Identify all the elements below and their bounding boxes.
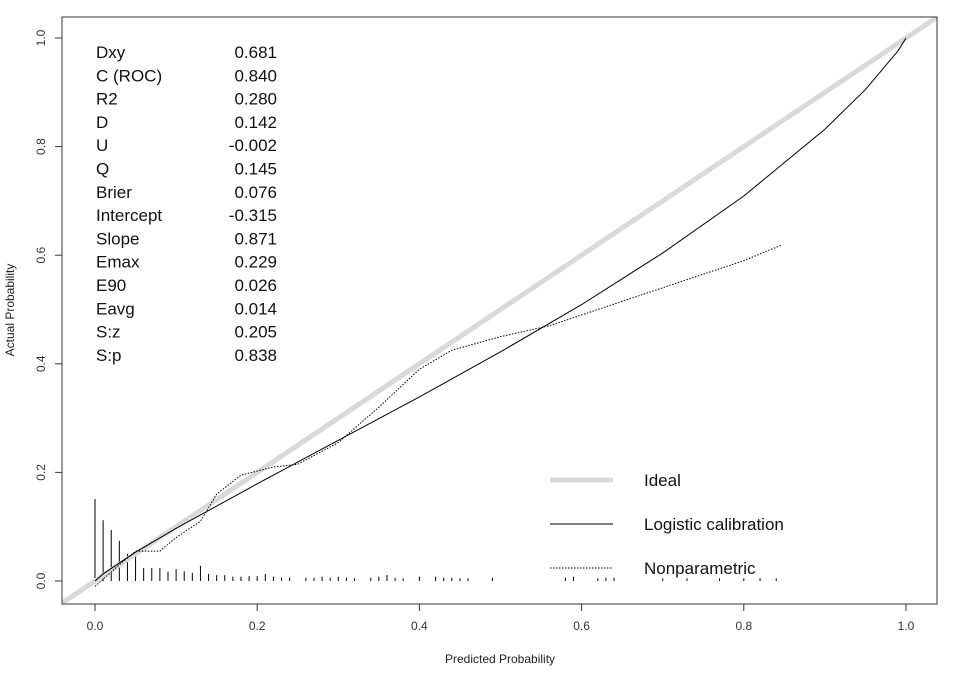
- stat-label: Brier: [96, 183, 132, 202]
- stat-label: Dxy: [96, 43, 126, 62]
- stat-label: S:p: [96, 346, 122, 365]
- stat-value: 0.205: [234, 323, 277, 342]
- y-tick-label: 0.2: [34, 464, 48, 481]
- x-axis-label: Predicted Probability: [445, 652, 555, 666]
- stat-value: 0.142: [234, 113, 277, 132]
- stat-label: Eavg: [96, 299, 135, 318]
- series-logistic-calibration: [94, 37, 907, 582]
- x-tick-label: 0.0: [87, 619, 104, 633]
- stat-label: Intercept: [96, 206, 162, 225]
- x-tick-label: 0.2: [249, 619, 266, 633]
- stat-value: 0.076: [234, 183, 277, 202]
- y-tick-label: 0.8: [34, 138, 48, 155]
- x-tick-label: 0.6: [573, 619, 590, 633]
- stat-value: 0.838: [234, 346, 277, 365]
- y-axis-label: Actual Probability: [3, 264, 17, 357]
- stat-label: D: [96, 113, 108, 132]
- stat-label: S:z: [96, 323, 121, 342]
- stat-value: 0.145: [234, 160, 277, 179]
- stat-value: 0.014: [234, 299, 277, 318]
- stat-label: E90: [96, 276, 126, 295]
- stat-label: Slope: [96, 229, 139, 248]
- x-tick-label: 0.4: [411, 619, 428, 633]
- series-ideal: [62, 17, 937, 604]
- legend-label: Logistic calibration: [644, 515, 784, 534]
- stat-value: 0.229: [234, 253, 277, 272]
- stat-value: 0.026: [234, 276, 277, 295]
- plot-frame: [61, 16, 938, 605]
- stat-value: 0.681: [234, 43, 277, 62]
- stat-value: 0.840: [234, 66, 277, 85]
- stat-value: 0.871: [234, 229, 277, 248]
- x-tick-label: 1.0: [898, 619, 915, 633]
- stat-label: C (ROC): [96, 66, 162, 85]
- stat-value: -0.002: [229, 136, 277, 155]
- y-tick-label: 0.6: [34, 247, 48, 264]
- stat-label: U: [96, 136, 108, 155]
- stat-label: R2: [96, 90, 118, 109]
- y-tick-label: 1.0: [34, 29, 48, 46]
- legend-label: Nonparametric: [644, 559, 756, 578]
- stat-value: 0.280: [234, 90, 277, 109]
- series-nonparametric: [94, 244, 783, 587]
- y-tick-label: 0.4: [34, 355, 48, 372]
- stat-value: -0.315: [229, 206, 277, 225]
- stat-label: Emax: [96, 253, 140, 272]
- stat-label: Q: [96, 160, 109, 179]
- x-tick-label: 0.8: [735, 619, 752, 633]
- y-tick-label: 0.0: [34, 572, 48, 589]
- legend-label: Ideal: [644, 471, 681, 490]
